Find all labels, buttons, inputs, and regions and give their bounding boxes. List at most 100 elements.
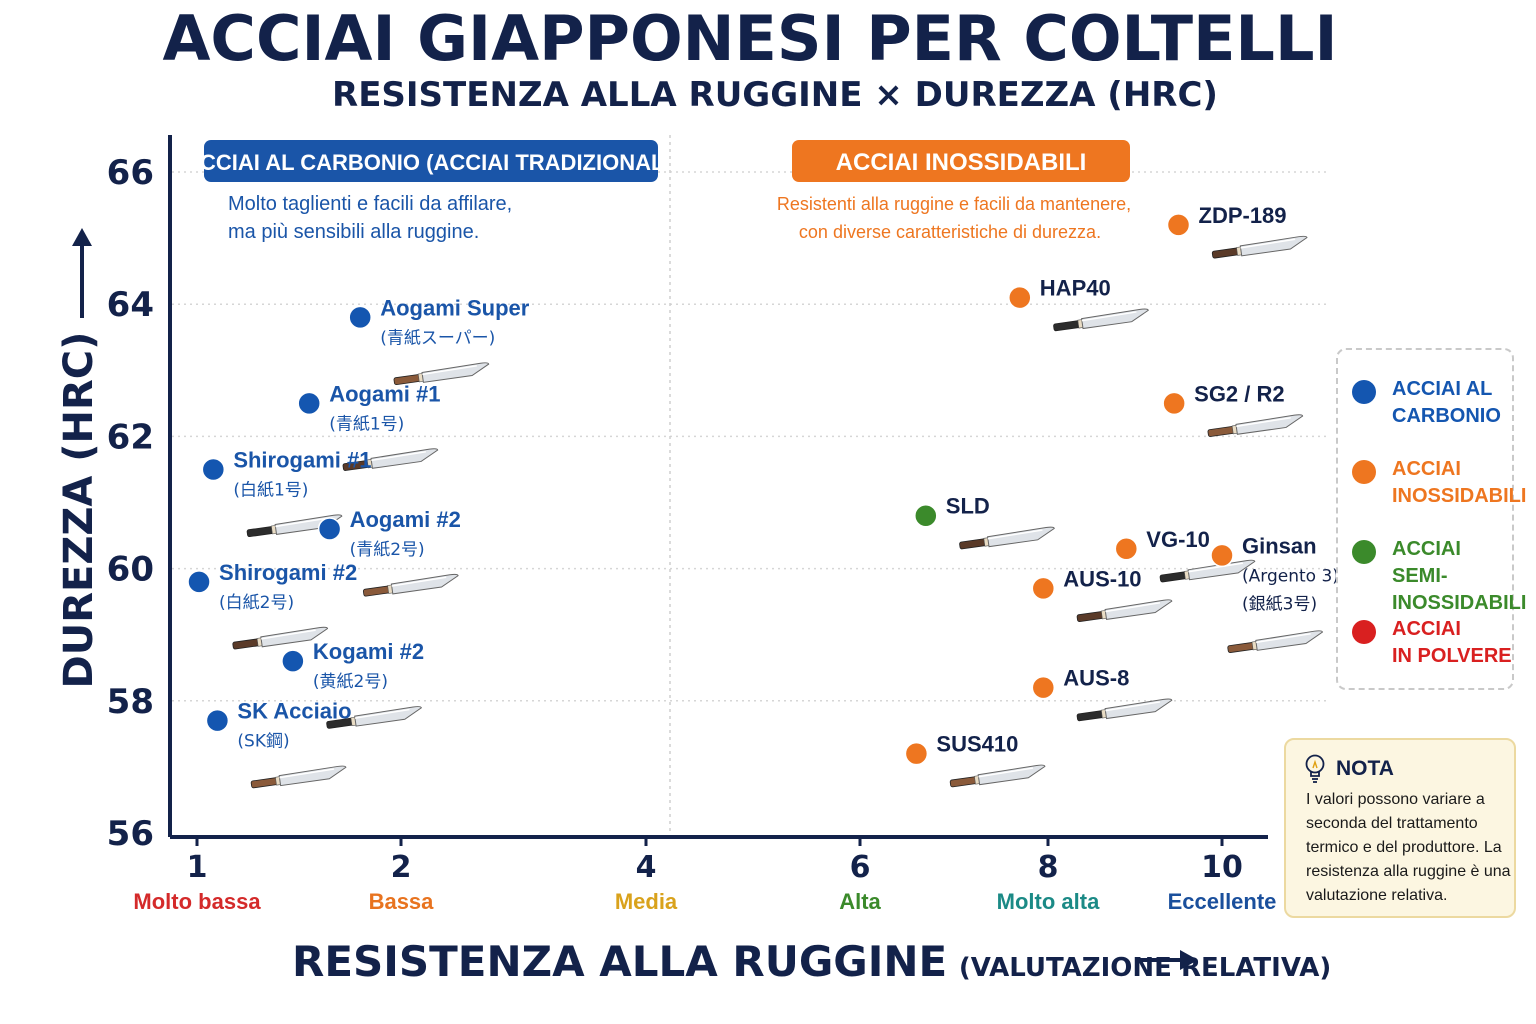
carbon-region-header: ACCIAI AL CARBONIO (ACCIAI TRADIZIONALI)… [184,140,678,243]
knife-icon [1159,559,1256,583]
data-point-marker [904,741,929,766]
data-point-sublabel: (青紙スーパー) [380,328,495,348]
data-point-label: Ginsan [1242,533,1317,558]
data-point-aus-8: AUS-8 [1031,666,1173,722]
note-header: NOTA [1304,754,1394,784]
note-title: NOTA [1336,757,1394,780]
legend-item-semi-stainless: ACCIAI SEMI-INOSSIDABILI [1352,536,1526,617]
data-point-marker [914,503,938,528]
data-point-sk-acciaio: SK Acciaio (SK鋼) [205,699,352,789]
data-point-marker [297,391,321,416]
data-point-vg-10: VG-10 [1114,527,1256,583]
data-point-marker [1031,576,1056,601]
data-point-aogami-2: Aogami #2 (青紙2号) [317,507,461,597]
data-point-label: HAP40 [1040,276,1111,301]
x-tick-word: Media [615,889,678,914]
x-tick-word: Bassa [369,889,435,914]
data-point-aogami-1: Aogami #1 (青紙1号) [297,381,440,471]
data-point-label: ZDP-189 [1199,203,1287,228]
knife-icon [250,765,347,789]
data-point-marker [1166,213,1191,237]
data-point-marker [1162,391,1186,416]
x-tick-labels: 1 Molto bassa 2 Bassa 4 Media 6 Alta 8 Molto alta… [133,837,1276,914]
legend-item-powder: ACCIAI IN POLVERE [1352,616,1512,670]
carbon-region-badge [204,140,658,182]
x-tick-word: Molto alta [997,889,1100,914]
data-point-sublabel-2: (銀紙3号) [1242,594,1317,614]
data-point-shirogami-1: Shirogami #1 (白紙1号) [201,447,371,538]
data-point-marker [205,708,230,733]
data-point-shirogami-2: Shirogami #2 (白紙2号) [187,560,357,650]
data-point-label: VG-10 [1146,527,1210,552]
knife-icon [949,764,1046,788]
y-tick-label: 58 [107,682,154,722]
data-point-label: Kogami #2 [313,639,424,664]
data-point-marker [348,305,372,330]
y-axis-label-group: DUREZZA (HRC) [56,228,102,688]
data-point-label: SLD [946,494,990,519]
data-point-sublabel: (白紙1号) [233,480,308,500]
stainless-region-header: ACCIAI INOSSIDABILI Resistenti alla rugg… [777,140,1131,242]
note-box: NOTA I valori possono variare a seconda … [1284,738,1516,918]
legend-item-stainless: ACCIAI INOSSIDABILI [1352,456,1526,510]
y-tick-label: 56 [107,814,154,854]
data-points: Aogami Super (青紙スーパー) Aogami #1 (青紙1号) Shiro… [187,203,1339,789]
note-text: I valori possono variare a seconda del t… [1306,791,1511,904]
x-tick-word: Alta [839,889,881,914]
data-point-marker [1008,285,1032,310]
data-point-marker [1031,675,1056,700]
legend-label-semi-stainless: ACCIAI SEMI-INOSSIDABILI [1392,538,1527,614]
data-point-aogami-super: Aogami Super (青紙スーパー) [348,295,530,386]
carbon-region-title: ACCIAI AL CARBONIO (ACCIAI TRADIZIONALI) [184,150,678,175]
data-point-sublabel: (黄紙2号) [313,672,388,692]
y-tick-labels: 56 58 60 62 64 66 [107,153,154,854]
knife-icon [959,526,1055,550]
stainless-region-desc-1: Resistenti alla ruggine e facili da mant… [777,194,1131,214]
chart-subtitle: RESISTENZA ALLA RUGGINE × DUREZZA (HRC) [332,75,1218,115]
legend-dot-stainless [1352,460,1376,484]
knife-icon [326,706,422,729]
knife-icon [342,448,439,471]
x-tick-label: 1 [187,850,208,885]
knife-icon [393,362,490,386]
y-tick-label: 62 [107,417,154,457]
x-tick-label: 4 [636,850,657,885]
data-point-label: Shirogami #2 [219,560,357,585]
stainless-region-badge [792,140,1130,182]
data-point-aus-10: AUS-10 [1031,566,1173,623]
x-tick-word: Eccellente [1168,889,1277,914]
data-point-label: Aogami Super [380,295,530,320]
data-point-label: Aogami #2 [350,507,461,532]
x-tick-label: 8 [1038,850,1059,885]
y-axis-label: DUREZZA (HRC) [56,332,102,689]
data-point-label: AUS-8 [1063,666,1129,691]
data-point-label: Shirogami #1 [233,447,371,472]
data-point-label: SUS410 [936,732,1018,757]
carbon-region-desc-1: Molto taglienti e facili da affilare, [228,193,512,215]
grid-lines [172,171,1330,702]
data-point-marker [281,649,305,673]
lightbulb-icon [1305,754,1325,783]
data-point-hap40: HAP40 [1008,276,1149,332]
data-point-marker [1114,537,1139,561]
data-point-label: SK Acciaio [237,699,351,724]
chart-title: ACCIAI GIAPPONESI PER COLTELLI [162,2,1337,75]
stainless-region-desc-2: con diverse caratteristiche di durezza. [799,222,1101,242]
knife-icon [1227,630,1324,653]
knife-icon [1207,414,1304,437]
legend-label-powder: ACCIAI IN POLVERE [1392,618,1512,667]
x-tick-label: 2 [391,850,412,885]
knife-icon [1076,599,1173,623]
y-tick-label: 66 [107,153,154,193]
data-point-sublabel: (SK鋼) [237,732,289,752]
data-point-marker [1210,543,1234,568]
data-point-sublabel: (青紙1号) [329,414,404,434]
y-axis-arrow-icon [72,228,92,318]
knife-icon [1211,235,1308,259]
x-axis-label-note: (VALUTAZIONE RELATIVA) [959,953,1331,983]
x-tick-word: Molto bassa [133,889,261,914]
data-point-label: Aogami #1 [329,381,440,406]
data-point-label: SG2 / R2 [1194,381,1284,406]
data-point-marker [317,517,342,541]
